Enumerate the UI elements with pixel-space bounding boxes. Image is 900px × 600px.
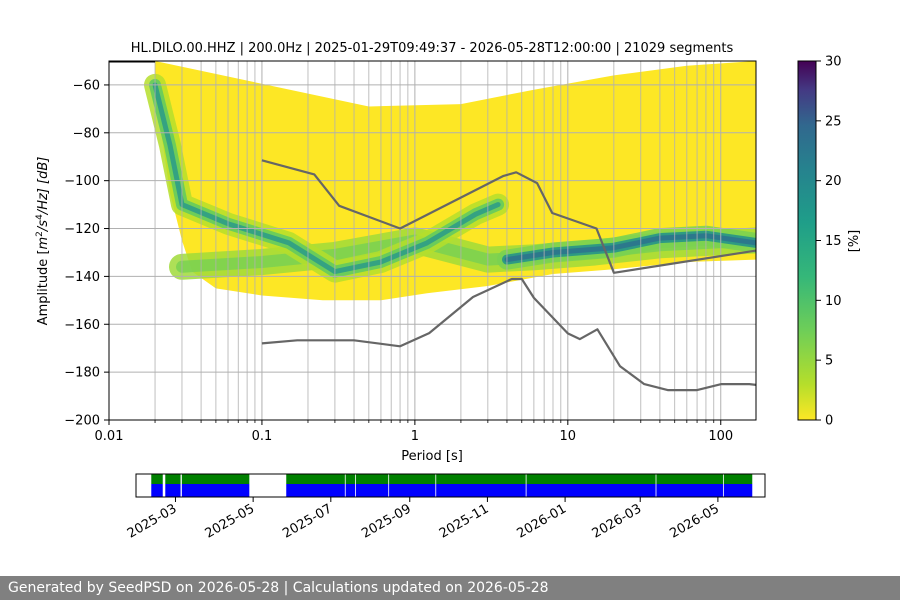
coverage-gap bbox=[655, 474, 657, 497]
x-axis: 0.01 0.1 1 10 100 bbox=[95, 420, 733, 444]
x-axis-label: Period [s] bbox=[401, 449, 463, 464]
coverage-bar bbox=[286, 484, 753, 497]
psd-bar bbox=[151, 474, 163, 484]
colorbar-tick-label: 20 bbox=[825, 174, 842, 189]
y-tick-label: −120 bbox=[64, 222, 100, 237]
y-tick-label: −80 bbox=[73, 126, 100, 141]
x-tick-label: 10 bbox=[560, 429, 577, 444]
timeline-tick-label: 2025-07 bbox=[280, 501, 335, 541]
noise-model-low bbox=[261, 277, 756, 392]
coverage-gap bbox=[722, 474, 724, 497]
noise-model-high bbox=[261, 159, 756, 274]
y-axis: −200 −180 −160 −140 −120 −100 −80 −60 bbox=[64, 78, 109, 429]
coverage-gap bbox=[435, 474, 437, 497]
psd-bar bbox=[286, 474, 753, 484]
timeline-tick-label: 2025-05 bbox=[203, 501, 258, 541]
y-axis-label: Amplitude [m2/s4/Hz] [dB] bbox=[35, 157, 51, 326]
psd-bar bbox=[181, 474, 250, 484]
psd-bar bbox=[165, 474, 181, 484]
colorbar-tick-label: 25 bbox=[825, 114, 842, 129]
coverage-gap bbox=[388, 474, 390, 497]
colorbar-tick-label: 15 bbox=[825, 234, 842, 249]
coverage-gap bbox=[525, 474, 527, 497]
y-tick-label: −60 bbox=[73, 78, 100, 93]
colorbar-label: [%] bbox=[847, 230, 862, 253]
timeline-frame bbox=[135, 473, 766, 498]
chart-title: HL.DILO.00.HHZ | 200.0Hz | 2025-01-29T09… bbox=[131, 41, 734, 56]
grid bbox=[109, 61, 756, 420]
footer-separator: | bbox=[283, 580, 289, 596]
x-tick-label: 1 bbox=[411, 429, 419, 444]
timeline-tick-label: 2025-09 bbox=[359, 501, 414, 541]
generated-prefix: Generated by SeedPSD on bbox=[8, 580, 194, 596]
x-tick-label: 0.01 bbox=[95, 429, 124, 444]
footer-bar: Generated by SeedPSD on 2026-05-28 | Cal… bbox=[0, 576, 900, 600]
generated-date: 2026-05-28 bbox=[197, 580, 280, 596]
coverage-gap bbox=[344, 474, 346, 497]
updated-date: 2026-05-28 bbox=[467, 580, 549, 596]
colorbar-tick-label: 10 bbox=[825, 294, 842, 309]
coverage-bar bbox=[151, 484, 163, 497]
timeline-tick-label: 2025-03 bbox=[125, 501, 180, 541]
x-tick-label: 100 bbox=[708, 429, 733, 444]
y-tick-label: −180 bbox=[64, 366, 100, 381]
updated-prefix: Calculations updated on bbox=[292, 580, 463, 596]
y-tick-label: −160 bbox=[64, 318, 100, 333]
colorbar-tick-label: 0 bbox=[825, 414, 833, 429]
colorbar-ticks: 0 5 10 15 20 25 30 bbox=[816, 55, 842, 429]
timeline-tick-label: 2026-03 bbox=[590, 501, 645, 541]
coverage-timeline: 2025-03 2025-05 2025-07 2025-09 2025-11 2026-… bbox=[125, 473, 766, 542]
y-tick-label: −100 bbox=[64, 174, 100, 189]
figure: HL.DILO.00.HHZ | 200.0Hz | 2025-01-29T09… bbox=[35, 41, 862, 542]
timeline-x-axis: 2025-03 2025-05 2025-07 2025-09 2025-11 2026-… bbox=[125, 497, 722, 542]
coverage-gap bbox=[355, 474, 357, 497]
coverage-bar bbox=[181, 484, 250, 497]
y-tick-label: −200 bbox=[64, 414, 100, 429]
x-tick-label: 0.1 bbox=[252, 429, 273, 444]
y-tick-label: −140 bbox=[64, 270, 100, 285]
timeline-tick-label: 2025-11 bbox=[437, 501, 492, 541]
colorbar bbox=[797, 60, 817, 421]
coverage-bar bbox=[165, 484, 181, 497]
timeline-tick-label: 2026-05 bbox=[667, 501, 722, 541]
ridge-long-period bbox=[504, 233, 756, 263]
colorbar-tick-label: 5 bbox=[825, 354, 833, 369]
timeline-tick-label: 2026-01 bbox=[515, 501, 570, 541]
plot-frame bbox=[108, 60, 757, 421]
colorbar-tick-label: 30 bbox=[825, 55, 842, 70]
